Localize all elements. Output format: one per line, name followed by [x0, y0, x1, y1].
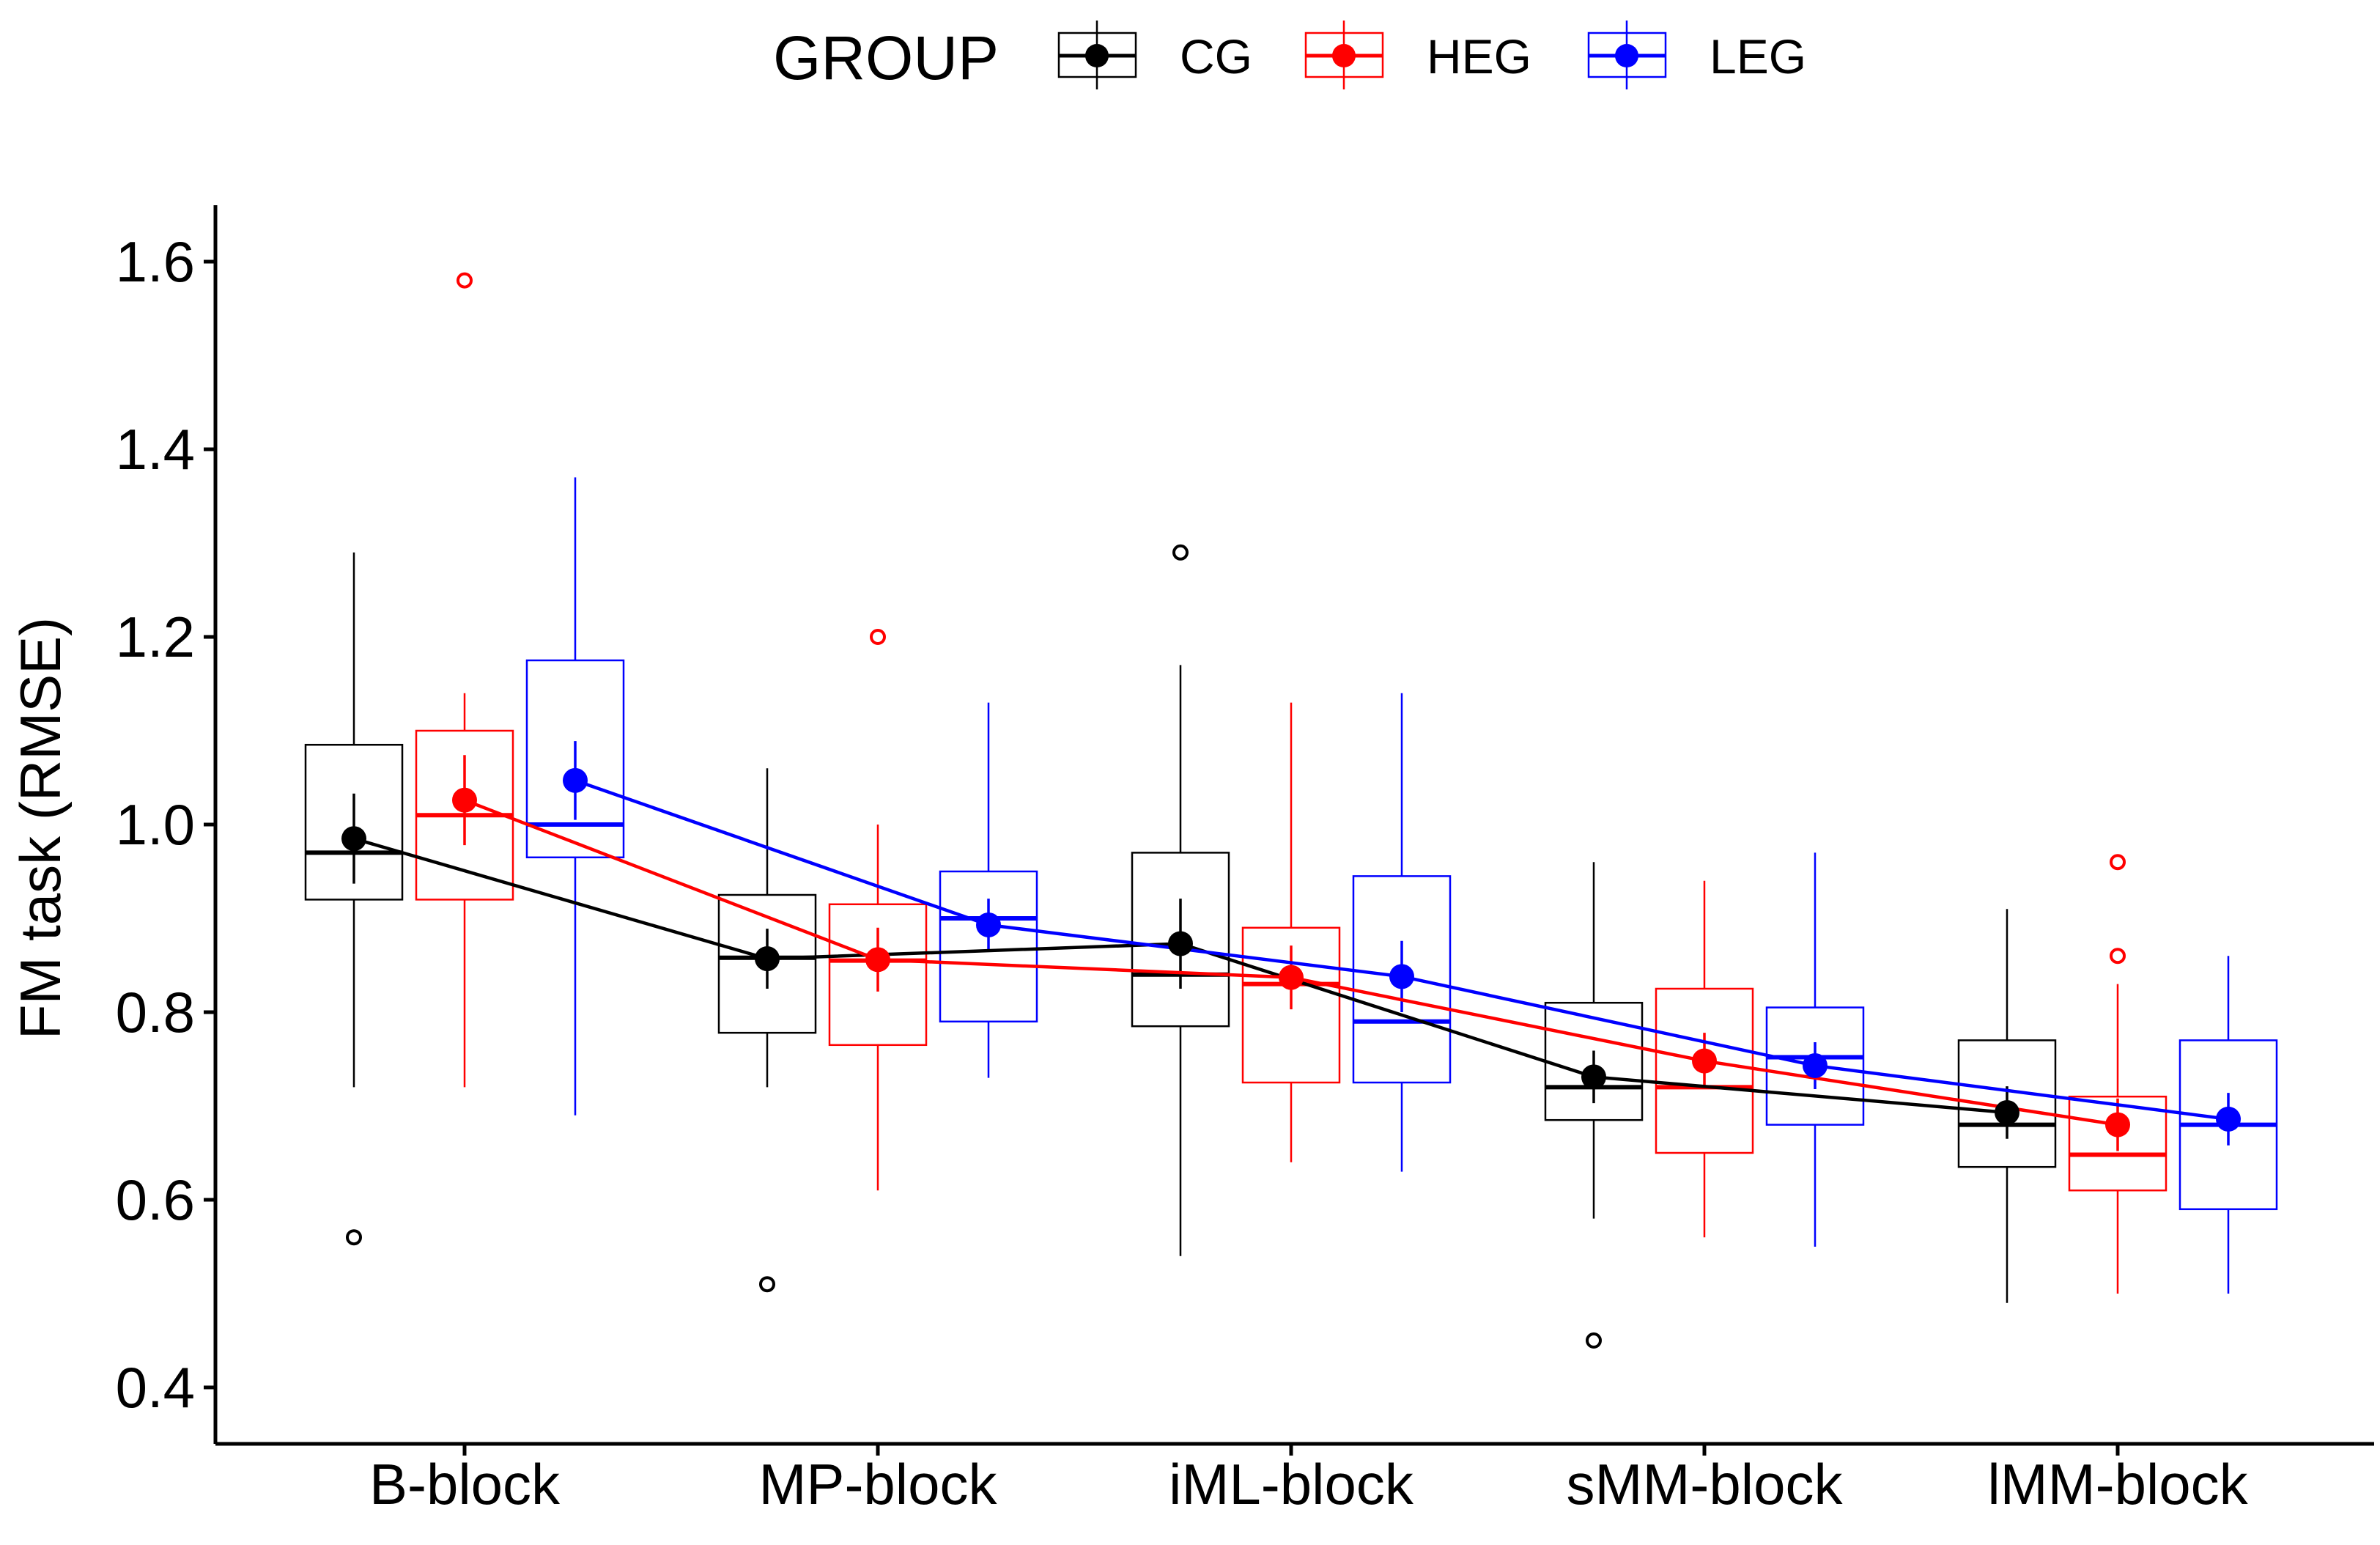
y-tick-label: 1.6: [116, 229, 195, 294]
box-iqr: [1655, 987, 1754, 1154]
x-tick-label: MP-block: [758, 1452, 997, 1516]
legend-item-leg: LEG: [1587, 21, 1806, 89]
x-tick-label: lMM-block: [1987, 1452, 2248, 1516]
cg-mean-point-4: [1581, 1064, 1606, 1090]
outlier-point: [1172, 544, 1189, 561]
legend: GROUP CG HEG LEG: [773, 21, 1806, 92]
leg-mean-point-3: [1389, 964, 1414, 989]
outlier-point: [346, 1229, 362, 1246]
cg-mean-point-2: [755, 946, 780, 972]
heg-mean-point-3: [1279, 965, 1304, 990]
outlier-point: [457, 272, 473, 289]
box-iqr: [717, 893, 817, 1034]
y-tick-label: 0.6: [116, 1168, 195, 1232]
box-iqr: [828, 903, 928, 1047]
x-tick-label: B-block: [369, 1452, 561, 1516]
legend-item-heg: HEG: [1304, 21, 1531, 89]
cg-mean-point-5: [1995, 1099, 2019, 1125]
plot-area: 0.4 0.6 0.8 1.0 1.2 1.4 1.6 B-block MP-block iML…: [116, 205, 2374, 1516]
outlier-point: [2110, 854, 2126, 871]
mean-points: [341, 767, 2241, 1137]
x-tick-label: iML-block: [1169, 1452, 1414, 1516]
legend-items: CG HEG LEG: [1057, 21, 1806, 89]
leg-mean-point-4: [1803, 1052, 1828, 1078]
cg-box-3: [1131, 544, 1230, 1256]
heg-box-2: [828, 629, 928, 1191]
heg-box-5: [2068, 854, 2168, 1294]
box-iqr: [1765, 1006, 1865, 1126]
legend-key-point: [1332, 44, 1356, 67]
outlier-point: [2110, 948, 2126, 965]
heg-box-3: [1241, 702, 1341, 1162]
boxplots: [304, 272, 2278, 1349]
leg-mean-point-5: [2216, 1106, 2241, 1132]
legend-key-point: [1085, 44, 1109, 67]
box-iqr: [2068, 1095, 2168, 1192]
box-iqr: [1241, 926, 1341, 1084]
legend-item-cg: CG: [1057, 21, 1252, 89]
legend-label: CG: [1180, 29, 1252, 84]
leg-mean-point-1: [563, 767, 588, 793]
box-iqr: [1352, 875, 1452, 1084]
heg-mean-point-5: [2105, 1112, 2130, 1137]
heg-box-1: [415, 272, 514, 1088]
legend-label: HEG: [1427, 29, 1531, 84]
y-tick-label: 0.8: [116, 980, 195, 1044]
heg-mean-point-2: [865, 947, 890, 973]
series-layer: [304, 272, 2278, 1349]
leg-box-1: [525, 477, 625, 1116]
y-axis: 0.4 0.6 0.8 1.0 1.2 1.4 1.6: [116, 205, 218, 1444]
outlier-point: [870, 629, 886, 645]
x-tick-label: sMM-block: [1566, 1452, 1843, 1516]
y-tick-label: 0.4: [116, 1355, 195, 1420]
leg-box-3: [1352, 693, 1452, 1172]
leg-mean-point-2: [976, 912, 1001, 937]
cg-mean-point-1: [341, 826, 366, 852]
legend-label: LEG: [1710, 29, 1806, 84]
legend-title: GROUP: [773, 23, 999, 92]
y-tick-label: 1.2: [116, 605, 195, 669]
box-iqr: [1957, 1039, 2057, 1168]
heg-mean-point-1: [452, 787, 477, 813]
cg-box-4: [1544, 862, 1644, 1349]
leg-box-4: [1765, 852, 1865, 1247]
outlier-point: [759, 1276, 775, 1293]
y-tick-label: 1.4: [116, 417, 195, 482]
legend-key-point: [1615, 44, 1638, 67]
box-iqr: [1131, 852, 1230, 1028]
y-axis-title: FM task (RMSE): [8, 617, 73, 1039]
leg-box-2: [939, 702, 1038, 1078]
x-axis: B-block MP-block iML-block sMM-block lMM-blo…: [215, 1442, 2374, 1516]
y-tick-label: 1.0: [116, 792, 195, 857]
box-iqr: [525, 659, 625, 859]
box-iqr: [939, 870, 1038, 1023]
cg-mean-point-3: [1168, 931, 1193, 956]
heg-mean-point-4: [1692, 1048, 1717, 1074]
outlier-point: [1586, 1332, 1602, 1349]
cg-box-1: [304, 552, 404, 1246]
box-iqr: [304, 743, 404, 901]
